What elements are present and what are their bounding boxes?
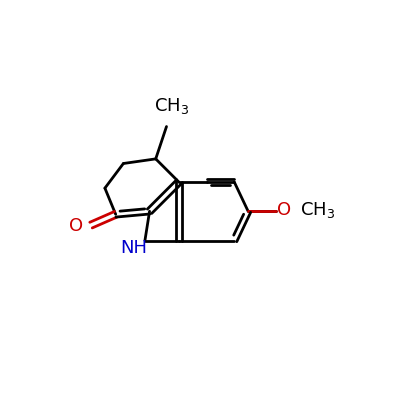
Text: NH: NH — [121, 238, 148, 256]
Text: O: O — [69, 217, 83, 235]
Text: CH$_3$: CH$_3$ — [300, 200, 336, 220]
Text: CH$_3$: CH$_3$ — [154, 96, 189, 116]
Text: O: O — [277, 201, 292, 219]
